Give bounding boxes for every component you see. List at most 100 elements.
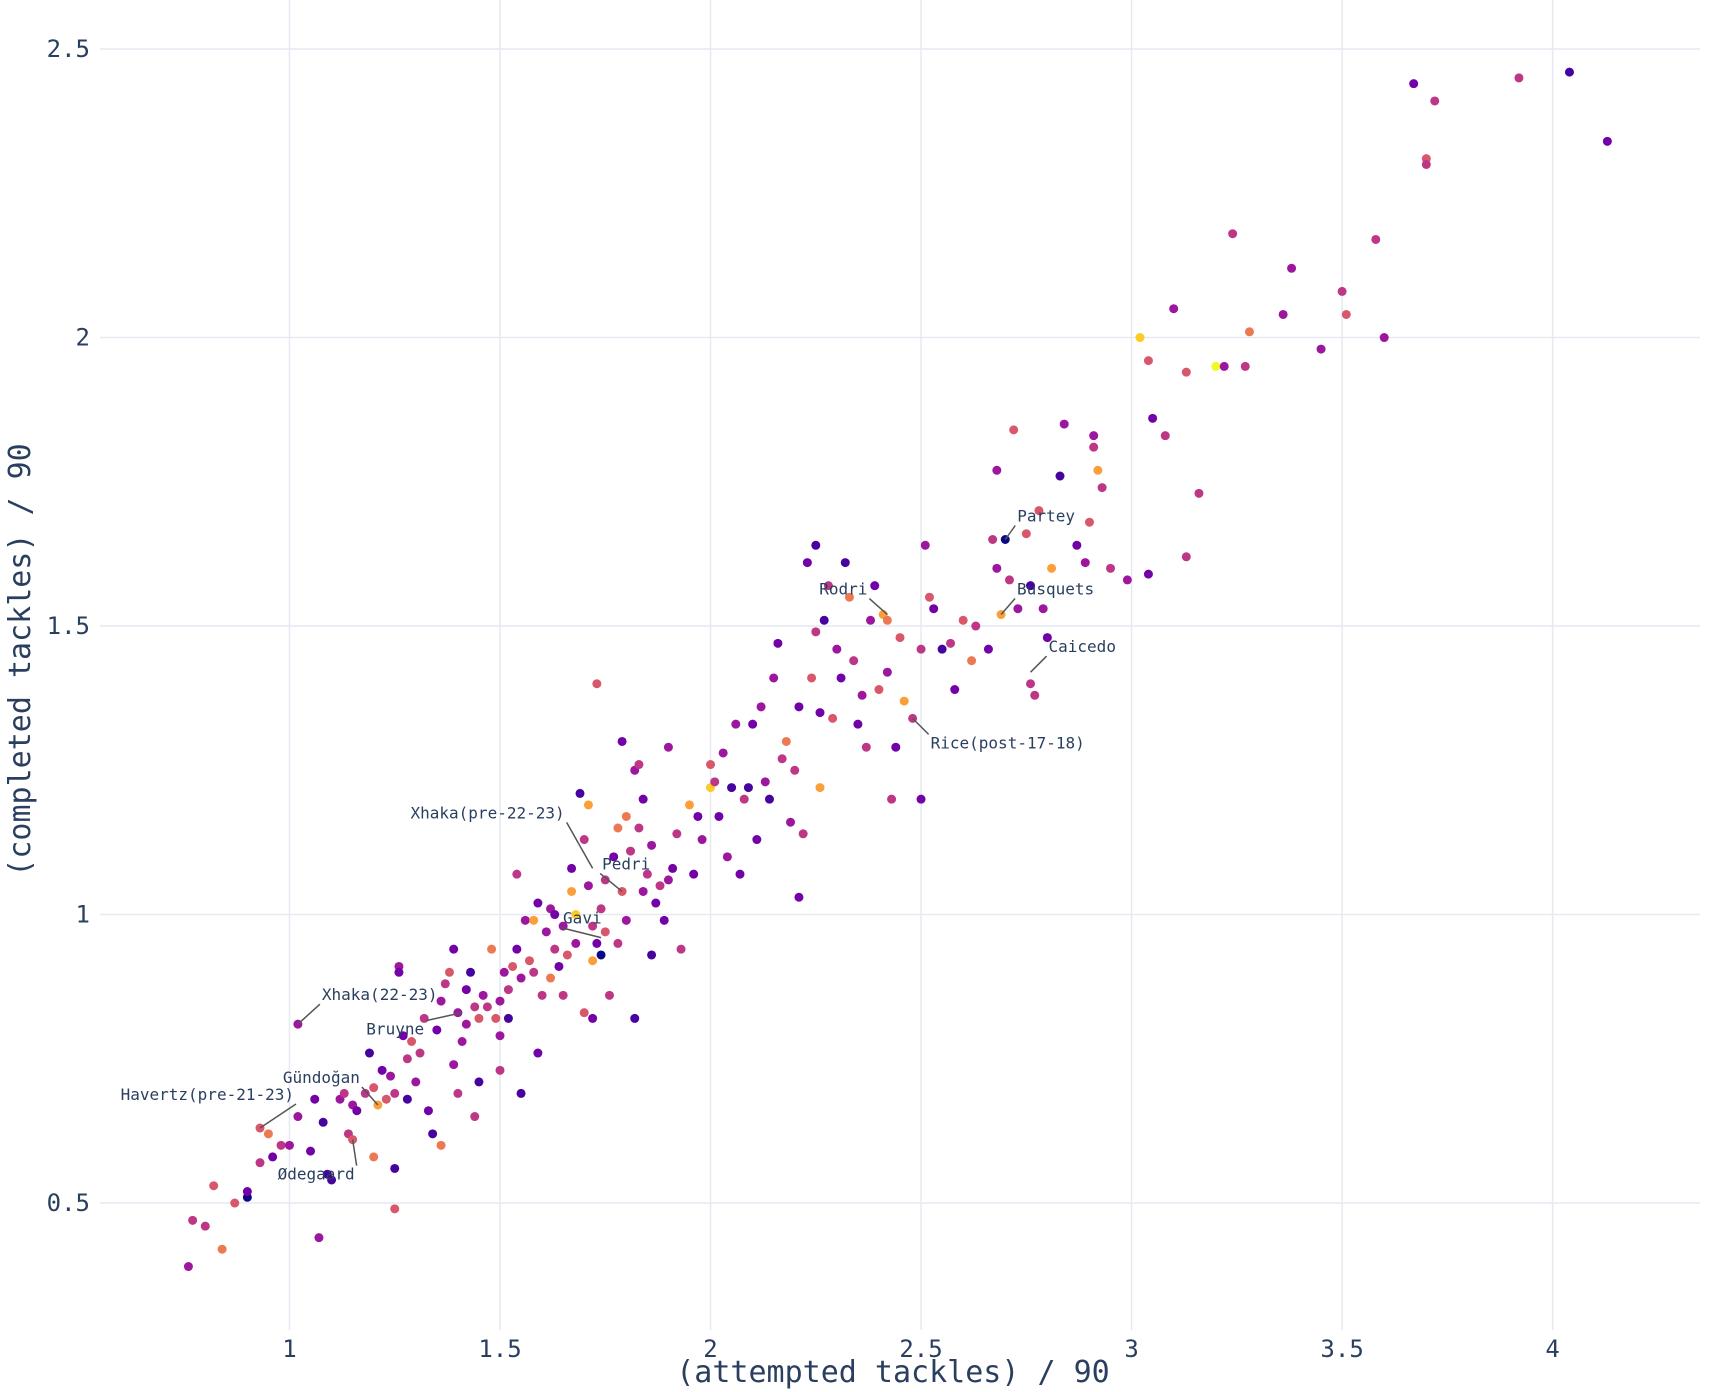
data-point	[369, 1083, 379, 1093]
data-point	[520, 915, 530, 925]
y-axis-title: (completed tackles) / 90	[3, 443, 38, 876]
data-point	[1316, 344, 1326, 354]
annotation-label: Ødegaard	[278, 1165, 355, 1184]
x-tick-label: 2.5	[899, 1335, 942, 1363]
data-point	[394, 967, 404, 977]
data-point	[508, 961, 518, 971]
data-point	[887, 794, 897, 804]
data-point	[183, 1262, 193, 1272]
data-point	[794, 892, 804, 902]
data-point	[364, 1048, 374, 1058]
data-point	[811, 627, 821, 637]
data-point	[423, 1106, 433, 1116]
data-point	[318, 1117, 328, 1127]
data-point	[613, 938, 623, 948]
data-point	[1194, 488, 1204, 498]
data-point	[546, 973, 556, 983]
annotation-arrow	[1029, 655, 1048, 673]
data-point	[638, 886, 648, 896]
data-point	[1097, 483, 1107, 493]
data-point	[440, 979, 450, 989]
data-point	[743, 783, 753, 793]
data-point	[967, 656, 977, 666]
data-point	[663, 742, 673, 752]
annotation-label: Xhaka(22-23)	[322, 985, 438, 1004]
data-point	[386, 1071, 396, 1081]
data-point	[815, 783, 825, 793]
data-point	[1219, 361, 1229, 371]
data-point	[617, 736, 627, 746]
data-point	[710, 777, 720, 787]
annotation-label: Gavi	[563, 909, 602, 928]
data-point	[390, 1163, 400, 1173]
data-point	[449, 944, 459, 954]
data-point	[352, 1106, 362, 1116]
data-point	[579, 1008, 589, 1018]
data-point	[263, 1129, 273, 1139]
data-point	[609, 852, 619, 862]
data-point	[676, 944, 686, 954]
data-point	[512, 944, 522, 954]
data-point	[596, 904, 606, 914]
data-point	[314, 1233, 324, 1243]
data-point	[786, 817, 796, 827]
data-point	[895, 633, 905, 643]
data-point	[1072, 540, 1082, 550]
data-point	[832, 644, 842, 654]
x-tick-label: 1	[282, 1335, 296, 1363]
data-point	[861, 742, 871, 752]
data-point	[461, 1019, 471, 1029]
data-point	[1337, 286, 1347, 296]
data-point	[470, 1002, 480, 1012]
annotation-arrow	[1000, 598, 1016, 616]
data-point	[1514, 73, 1524, 83]
data-point	[268, 1152, 278, 1162]
data-point	[819, 615, 829, 625]
data-point	[971, 621, 981, 631]
data-point	[398, 1031, 408, 1041]
data-point	[722, 852, 732, 862]
data-point	[916, 794, 926, 804]
data-point	[567, 863, 577, 873]
data-point	[1160, 431, 1170, 441]
data-point	[718, 748, 728, 758]
data-point	[798, 829, 808, 839]
data-point	[592, 938, 602, 948]
data-point	[583, 881, 593, 891]
data-point	[600, 875, 610, 885]
annotation-arrow	[259, 1103, 297, 1129]
data-point	[1421, 159, 1431, 169]
data-point	[533, 898, 543, 908]
data-point	[449, 1060, 459, 1070]
data-point	[1034, 506, 1044, 516]
data-point	[777, 754, 787, 764]
data-point	[626, 846, 636, 856]
data-point	[495, 1065, 505, 1075]
data-point	[567, 886, 577, 896]
annotation-arrow	[599, 872, 623, 893]
data-point	[571, 938, 581, 948]
data-point	[339, 1088, 349, 1098]
data-point	[1148, 413, 1158, 423]
data-point	[310, 1094, 320, 1104]
data-points	[183, 67, 1612, 1272]
data-point	[642, 869, 652, 879]
annotation-label: Gündoğan	[283, 1068, 360, 1087]
annotation-arrow	[1004, 525, 1016, 540]
data-point	[706, 760, 716, 770]
data-point	[562, 950, 572, 960]
data-point	[571, 910, 581, 920]
y-tick-label: 2.5	[47, 35, 90, 63]
data-point	[1228, 229, 1238, 239]
data-point	[655, 881, 665, 891]
x-tick-label: 3	[1124, 1335, 1138, 1363]
annotation-label: Pedri	[602, 854, 650, 873]
annotation-arrow	[297, 1003, 321, 1025]
data-point	[600, 927, 610, 937]
data-point	[1004, 575, 1014, 585]
data-point	[836, 673, 846, 683]
data-point	[1084, 517, 1094, 527]
data-point	[516, 973, 526, 983]
annotation-label: Busquets	[1017, 580, 1094, 599]
